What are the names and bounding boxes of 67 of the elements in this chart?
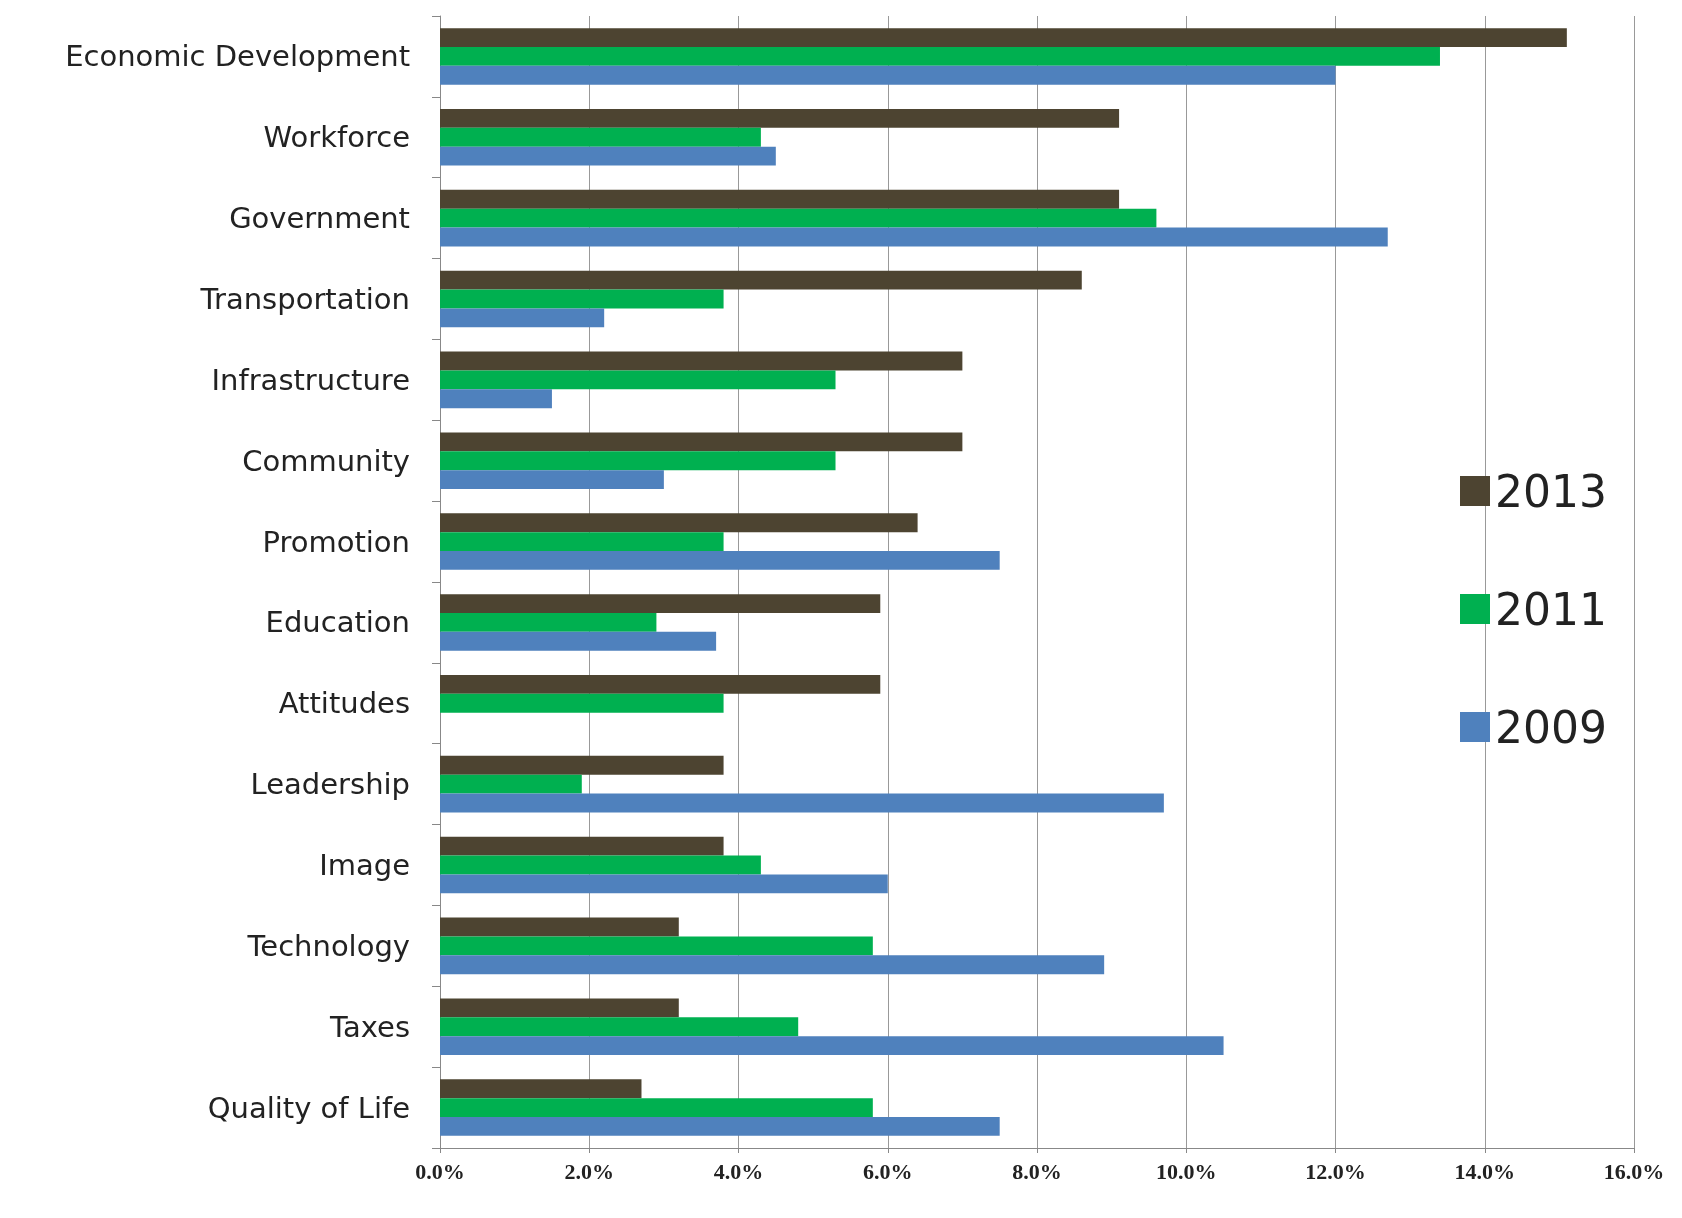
bar xyxy=(440,532,724,551)
x-tick-label: 12.0% xyxy=(1305,1158,1366,1184)
bar xyxy=(440,47,1440,66)
bar xyxy=(440,189,1120,209)
bar xyxy=(440,432,963,452)
x-tick-label: 4.0% xyxy=(713,1158,764,1184)
bar xyxy=(440,127,761,147)
y-tick-label: Promotion xyxy=(262,524,410,559)
bar xyxy=(440,227,1388,247)
bar xyxy=(440,270,1082,290)
bar xyxy=(440,613,657,632)
bar xyxy=(440,793,1164,813)
y-tick-label: Taxes xyxy=(329,1009,410,1044)
bar xyxy=(440,874,888,894)
legend-label: 2011 xyxy=(1495,583,1608,635)
bar xyxy=(440,1117,1000,1136)
bar xyxy=(440,513,918,533)
bar xyxy=(440,451,836,471)
bar xyxy=(440,917,679,937)
y-tick-label: Workforce xyxy=(263,120,410,155)
bar xyxy=(440,108,1120,128)
x-tick-label: 0.0% xyxy=(415,1158,465,1184)
bar xyxy=(440,146,776,166)
bar xyxy=(440,65,1336,85)
bar xyxy=(440,1098,873,1117)
bar xyxy=(440,1036,1224,1056)
y-tick-label: Community xyxy=(242,443,410,478)
bar xyxy=(440,755,724,775)
legend-label: 2013 xyxy=(1495,465,1608,517)
bar xyxy=(440,470,664,490)
bar xyxy=(440,351,963,371)
y-tick-label: Image xyxy=(319,848,410,882)
bar xyxy=(440,774,582,794)
bar xyxy=(440,28,1567,47)
bar xyxy=(440,693,724,713)
bar xyxy=(440,370,836,390)
y-tick-label: Leadership xyxy=(250,767,410,802)
x-tick-label: 16.0% xyxy=(1603,1158,1665,1184)
bar xyxy=(440,998,679,1018)
x-tick-label: 10.0% xyxy=(1156,1158,1217,1184)
bar xyxy=(440,955,1105,975)
y-tick-label: Quality of Life xyxy=(207,1090,410,1125)
x-tick-label: 14.0% xyxy=(1454,1158,1515,1184)
y-tick-label: Attitudes xyxy=(278,686,410,721)
legend-label: 2009 xyxy=(1495,701,1608,753)
bar xyxy=(440,674,881,694)
x-tick-label: 6.0% xyxy=(863,1158,913,1184)
bar xyxy=(440,308,605,328)
x-tick-label: 8.0% xyxy=(1012,1158,1062,1184)
x-tick-label: 2.0% xyxy=(564,1158,614,1184)
bar xyxy=(440,1017,799,1037)
bar xyxy=(440,836,724,856)
bar xyxy=(440,289,724,309)
bar xyxy=(440,551,1000,570)
bar xyxy=(440,1079,642,1099)
bar xyxy=(440,208,1157,228)
y-tick-label: Infrastructure xyxy=(211,362,410,397)
bar xyxy=(440,936,873,956)
y-tick-label: Government xyxy=(229,201,410,236)
bar xyxy=(440,389,552,409)
y-tick-label: Technology xyxy=(246,928,410,963)
bar xyxy=(440,631,717,651)
y-tick-label: Education xyxy=(265,605,410,640)
bar xyxy=(440,855,761,875)
bar xyxy=(440,594,881,613)
y-tick-label: Transportation xyxy=(199,282,410,316)
y-tick-label: Economic Development xyxy=(65,39,410,74)
